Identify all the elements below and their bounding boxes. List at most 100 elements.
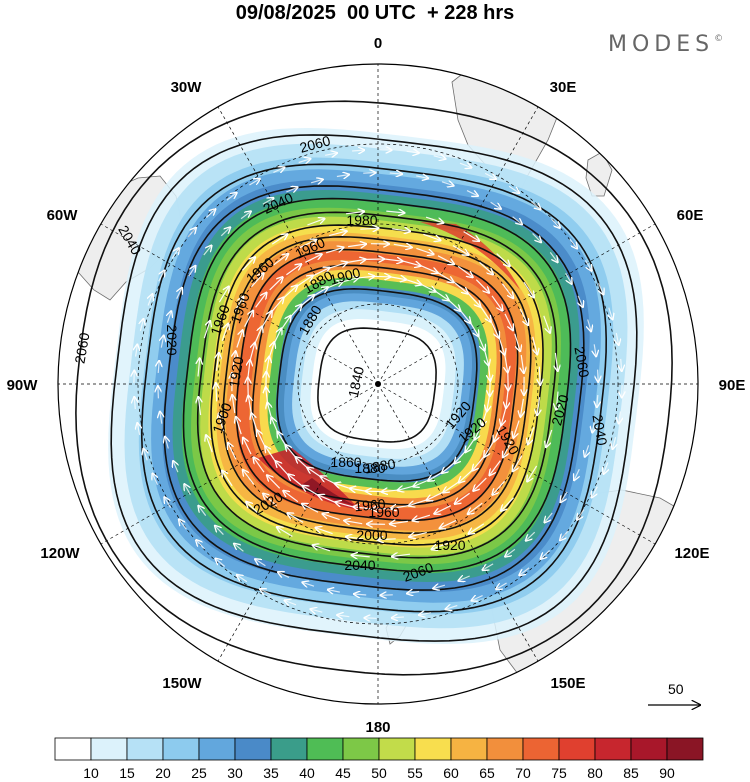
- wind-arrow: [303, 582, 315, 586]
- wind-arrow: [354, 594, 367, 595]
- wind-arrow: [443, 481, 459, 492]
- wind-arrow: [406, 151, 419, 153]
- wind-arrow: [248, 396, 251, 414]
- wind-arrow: [490, 460, 501, 476]
- wind-arrow: [483, 347, 489, 365]
- wind-arrow: [407, 592, 420, 594]
- colorbar-swatch: [666, 737, 704, 761]
- contour-label: 2020: [164, 324, 180, 355]
- wind-arrow: [241, 257, 255, 271]
- wind-arrow: [312, 268, 329, 277]
- colorbar: 10 15 20 25 30 35 40 45 50 55 60 65 70 75 80 85 90: [54, 737, 704, 781]
- colorbar-swatch: [162, 737, 200, 761]
- wind-arrow: [144, 449, 148, 461]
- wind-arrow: [490, 321, 499, 337]
- wind-arrow: [285, 601, 297, 605]
- wind-arrow: [140, 319, 143, 331]
- wind-arrow: [555, 352, 557, 371]
- wind-arrow: [390, 521, 408, 524]
- longitude-label-150w: 150W: [162, 675, 202, 692]
- colorbar-label: 65: [479, 765, 495, 781]
- wind-arrow: [249, 179, 259, 186]
- wind-arrow: [298, 159, 311, 163]
- longitude-label-120e: 120E: [674, 545, 709, 562]
- wind-arrow: [537, 397, 540, 415]
- wind-arrow: [493, 480, 506, 494]
- wind-arrow: [350, 488, 368, 491]
- wind-arrow: [271, 418, 279, 435]
- wind-arrow: [158, 386, 159, 399]
- colorbar-label: 30: [227, 765, 243, 781]
- wind-arrow: [288, 513, 304, 523]
- colorbar-swatch: [54, 737, 92, 761]
- contour-label: 2060: [571, 345, 592, 379]
- contour-label-text: 2060: [298, 132, 332, 156]
- wind-arrow: [286, 445, 298, 460]
- wind-arrow: [455, 492, 470, 503]
- wind-arrow: [363, 173, 375, 174]
- wind-arrow: [541, 550, 551, 559]
- wind-arrow: [490, 377, 491, 396]
- wind-arrow: [268, 342, 275, 360]
- meridian-line: [377, 383, 656, 545]
- wind-arrow: [398, 485, 416, 491]
- colorbar-label: 35: [263, 765, 279, 781]
- wind-arrow: [257, 430, 266, 447]
- wind-arrow: [321, 477, 337, 486]
- longitude-label-60e: 60E: [677, 207, 704, 224]
- wind-arrow: [378, 539, 396, 540]
- wind-arrow: [337, 615, 350, 617]
- wind-arrow: [441, 182, 453, 186]
- contour-label: 1900: [328, 264, 362, 288]
- wind-arrow: [501, 407, 507, 425]
- wind-arrow: [467, 292, 480, 306]
- wind-arrow: [616, 332, 618, 345]
- wind-arrow: [425, 216, 443, 223]
- wind-arrow: [236, 417, 242, 435]
- wind-arrow: [413, 514, 431, 520]
- wind-arrow: [325, 248, 343, 254]
- wind-arrow: [271, 298, 284, 312]
- meridian-line: [377, 223, 656, 385]
- modes-logo: MODES©: [608, 32, 723, 57]
- wind-arrow: [316, 528, 333, 535]
- wind-arrow: [491, 295, 502, 311]
- wind-arrow: [173, 461, 178, 473]
- longitude-label-30e: 30E: [550, 79, 577, 96]
- contour-label: 1960: [354, 496, 387, 515]
- geopotential-contours: [75, 100, 673, 676]
- wind-arrow: [244, 311, 253, 327]
- wind-arrow: [136, 345, 138, 357]
- contour-label-text: 1900: [328, 264, 362, 288]
- longitude-label-90e: 90E: [719, 377, 746, 394]
- wind-arrow: [161, 336, 163, 348]
- longitude-label-150e: 150E: [550, 675, 585, 692]
- wind-arrow: [532, 232, 541, 242]
- wind-arrow: [480, 306, 491, 322]
- contour-line: [182, 197, 572, 573]
- contour-line: [235, 248, 519, 522]
- colorbar-label: 20: [155, 765, 171, 781]
- contour-label-text: 1920: [434, 537, 465, 553]
- contour-label-text: 1980: [346, 212, 377, 228]
- contour-line: [163, 185, 585, 591]
- wind-arrow: [597, 395, 598, 407]
- wind-arrow: [198, 359, 200, 377]
- wind-arrow: [220, 228, 230, 237]
- wind-arrow: [312, 287, 327, 298]
- colorbar-label: 25: [191, 765, 207, 781]
- wind-arrow: [508, 185, 519, 193]
- reference-vector-label: 50: [668, 681, 684, 697]
- colorbar-swatch: [522, 737, 560, 761]
- wind-arrow: [484, 440, 495, 456]
- contour-label: 1880: [363, 455, 397, 476]
- wind-arrow: [288, 305, 301, 319]
- wind-arrow: [475, 279, 489, 293]
- wind-arrow: [594, 344, 596, 356]
- wind-arrow: [433, 289, 449, 300]
- wind-arrow: [459, 576, 470, 581]
- wind-arrow: [604, 462, 608, 474]
- wind-arrow: [487, 393, 490, 411]
- wind-arrow: [250, 273, 263, 288]
- colorbar-label: 50: [371, 765, 387, 781]
